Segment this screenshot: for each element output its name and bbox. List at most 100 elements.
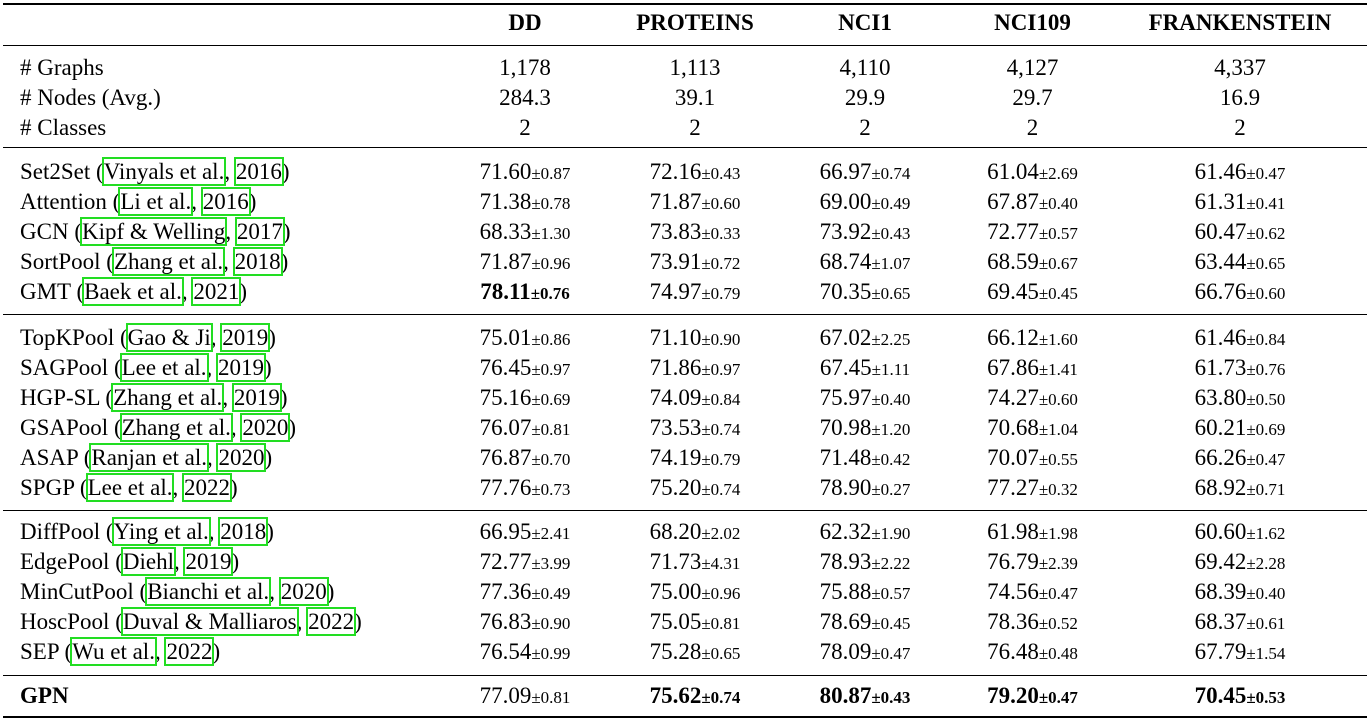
citation-year: 2018 bbox=[232, 247, 283, 276]
std-value: ±0.65 bbox=[701, 644, 741, 663]
std-value: ±0.47 bbox=[871, 644, 911, 663]
mean-value: 68.74 bbox=[819, 249, 872, 274]
std-value: ±0.81 bbox=[531, 420, 571, 439]
std-value: ±0.71 bbox=[1246, 480, 1286, 499]
stat-row: # Classes 2 2 2 2 2 bbox=[0, 113, 1370, 143]
stat-value-nci1: 4,110 bbox=[839, 55, 891, 80]
result-dd: 78.11±0.76 bbox=[430, 277, 620, 307]
std-value: ±4.31 bbox=[701, 554, 741, 573]
mean-value: 62.32 bbox=[819, 519, 872, 544]
result-nci1: 67.45±1.11 bbox=[780, 353, 950, 383]
mean-value: 78.69 bbox=[819, 609, 872, 634]
stat-value-frankenstein: 2 bbox=[1234, 115, 1246, 140]
std-value: ±1.07 bbox=[871, 254, 911, 273]
mean-value: 61.46 bbox=[1194, 159, 1247, 184]
std-value: ±1.60 bbox=[1038, 330, 1078, 349]
result-nci1: 69.00±0.49 bbox=[780, 187, 950, 217]
result-nci109: 74.56±0.47 bbox=[950, 577, 1115, 607]
mean-value: 70.35 bbox=[819, 279, 872, 304]
result-nci109: 66.12±1.60 bbox=[950, 323, 1115, 353]
mean-value: 71.60 bbox=[479, 159, 532, 184]
method-label: HGP-SL (Zhang et al., 2019) bbox=[20, 383, 288, 412]
std-value: ±0.40 bbox=[1038, 194, 1078, 213]
result-frankenstein: 61.31±0.41 bbox=[1115, 187, 1365, 217]
method-label: GMT (Baek et al., 2021) bbox=[20, 277, 248, 306]
result-nci109: 74.27±0.60 bbox=[950, 383, 1115, 413]
method-label: Attention (Li et al., 2016) bbox=[20, 187, 257, 216]
result-nci109: 72.77±0.57 bbox=[950, 217, 1115, 247]
std-value: ±0.40 bbox=[871, 390, 911, 409]
std-value: ±0.76 bbox=[1246, 360, 1286, 379]
method-label: SAGPool (Lee et al., 2019) bbox=[20, 353, 272, 382]
citation-year: 2020 bbox=[216, 443, 267, 472]
std-value: ±0.47 bbox=[1038, 584, 1078, 603]
mean-value: 71.87 bbox=[649, 189, 702, 214]
mean-value: 72.16 bbox=[649, 159, 702, 184]
mean-value: 67.87 bbox=[987, 189, 1039, 214]
mean-value: 74.09 bbox=[649, 385, 702, 410]
mean-value: 70.98 bbox=[819, 415, 872, 440]
result-dd: 76.45±0.97 bbox=[430, 353, 620, 383]
mean-value: 66.97 bbox=[819, 159, 872, 184]
result-nci1: 62.32±1.90 bbox=[780, 517, 950, 547]
std-value: ±1.90 bbox=[871, 524, 911, 543]
method-row: ASAP (Ranjan et al., 2020) 76.87±0.70 74.1… bbox=[0, 443, 1370, 473]
result-dd: 77.36±0.49 bbox=[430, 577, 620, 607]
std-value: ±2.22 bbox=[871, 554, 911, 573]
result-frankenstein: 66.26±0.47 bbox=[1115, 443, 1365, 473]
std-value: ±2.41 bbox=[531, 524, 571, 543]
method-label: MinCutPool (Bianchi et al., 2020) bbox=[20, 577, 335, 606]
std-value: ±0.90 bbox=[531, 614, 571, 633]
std-value: ±0.65 bbox=[1246, 254, 1286, 273]
stat-value-proteins: 39.1 bbox=[674, 85, 716, 110]
result-frankenstein: 61.46±0.84 bbox=[1115, 323, 1365, 353]
method-name: SPGP bbox=[20, 475, 75, 500]
method-row: DiffPool (Ying et al., 2018) 66.95±2.41 68… bbox=[0, 517, 1370, 547]
mean-value: 61.73 bbox=[1194, 355, 1247, 380]
method-label: GCN (Kipf & Welling, 2017) bbox=[20, 217, 291, 246]
mean-value: 68.37 bbox=[1194, 609, 1247, 634]
result-proteins: 71.10±0.90 bbox=[610, 323, 780, 353]
mean-value: 76.54 bbox=[479, 639, 532, 664]
std-value: ±0.41 bbox=[1246, 194, 1286, 213]
result-nci109: 70.68±1.04 bbox=[950, 413, 1115, 443]
result-nci1: 78.69±0.45 bbox=[780, 607, 950, 637]
mean-value: 75.28 bbox=[649, 639, 702, 664]
method-label: GSAPool (Zhang et al., 2020) bbox=[20, 413, 297, 442]
citation-authors: Vinyals et al. bbox=[101, 157, 227, 186]
citation-authors: Kipf & Welling bbox=[79, 217, 228, 246]
citation-authors: Lee et al. bbox=[85, 473, 175, 502]
mean-value: 74.27 bbox=[987, 385, 1039, 410]
result-dd: 76.07±0.81 bbox=[430, 413, 620, 443]
method-label: SEP (Wu et al., 2022) bbox=[20, 637, 221, 666]
std-value: ±0.81 bbox=[701, 614, 741, 633]
mean-value: 79.20 bbox=[987, 683, 1039, 708]
method-row: SAGPool (Lee et al., 2019) 76.45±0.97 71.8… bbox=[0, 353, 1370, 383]
std-value: ±1.11 bbox=[871, 360, 911, 379]
std-value: ±0.69 bbox=[1246, 420, 1286, 439]
result-proteins: 75.62±0.74 bbox=[610, 681, 780, 711]
result-nci109: 67.86±1.41 bbox=[950, 353, 1115, 383]
mean-value: 74.97 bbox=[649, 279, 702, 304]
header-row: DD PROTEINS NCI1 NCI109 FRANKENSTEIN bbox=[0, 8, 1370, 38]
citation-authors: Zhang et al. bbox=[111, 383, 225, 412]
result-nci1: 71.48±0.42 bbox=[780, 443, 950, 473]
std-value: ±0.55 bbox=[1038, 450, 1078, 469]
std-value: ±2.69 bbox=[1038, 164, 1078, 183]
citation-year: 2021 bbox=[191, 277, 242, 306]
mean-value: 68.39 bbox=[1194, 579, 1247, 604]
std-value: ±0.67 bbox=[1038, 254, 1078, 273]
result-dd: 72.77±3.99 bbox=[430, 547, 620, 577]
std-value: ±0.47 bbox=[1246, 164, 1286, 183]
method-name: GPN bbox=[20, 683, 69, 708]
std-value: ±0.84 bbox=[701, 390, 741, 409]
mean-value: 73.53 bbox=[649, 415, 702, 440]
mean-value: 60.47 bbox=[1194, 219, 1247, 244]
mean-value: 71.73 bbox=[649, 549, 702, 574]
std-value: ±2.02 bbox=[701, 524, 741, 543]
result-proteins: 73.83±0.33 bbox=[610, 217, 780, 247]
method-name: GSAPool bbox=[20, 415, 109, 440]
std-value: ±0.50 bbox=[1246, 390, 1286, 409]
std-value: ±0.61 bbox=[1246, 614, 1286, 633]
mean-value: 80.87 bbox=[819, 683, 872, 708]
